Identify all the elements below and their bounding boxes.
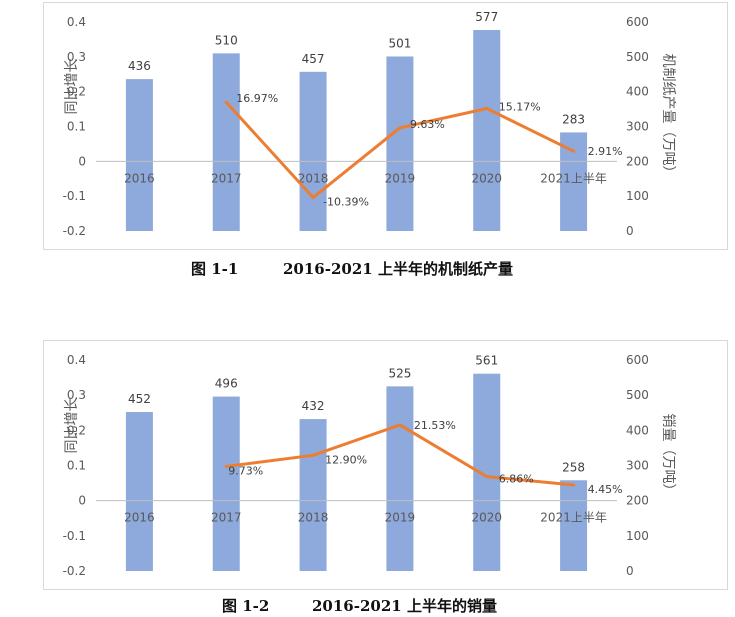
caption-number: 图 1-1 [191,260,239,278]
line-value-label: 6.86% [499,473,534,486]
bar-value-label: 577 [475,10,498,24]
line-value-label: 9.73% [228,464,263,477]
chart-frame [43,2,728,250]
bar-value-label: 496 [215,377,238,391]
bar-value-label: 457 [302,52,325,66]
category-label: 2021上半年 [540,511,607,525]
bar [299,71,327,231]
left-axis-title: 同比增长 [64,398,80,454]
line-point [572,483,576,487]
chart-panel-2: 0.4 0.3 0.2 0.1 0 -0.1 -0.2 600 500 400 300 200 100 0… [0,340,735,617]
line-value-label: 9.63% [410,118,445,131]
right-tick-label: 200 [626,494,649,508]
right-tick-label: 500 [626,50,649,64]
caption-title: 2016-2021 上半年的销量 [312,597,497,615]
category-label: 2021上半年 [540,171,607,185]
bar-value-label: 501 [388,36,411,50]
line-value-label: 2.91% [588,145,623,158]
left-tick-label: 0.4 [67,353,86,367]
bar [212,396,240,571]
right-tick-label: 300 [626,459,649,473]
line-point [485,475,489,479]
right-tick-label: 400 [626,85,649,99]
bar-value-label: 258 [562,460,585,474]
left-axis-title: 同比增长 [64,59,80,115]
line-point [224,100,228,104]
bar [299,419,327,571]
left-tick-label: 0.4 [67,15,86,29]
bar-value-label: 432 [302,399,325,413]
category-label: 2020 [471,511,502,525]
bar-value-label: 283 [562,112,585,126]
right-axis-title: 销量（万吨） [660,414,676,498]
bar [386,56,414,231]
left-tick-label: 0.3 [67,50,86,64]
right-tick-label: 200 [626,154,649,168]
bar [125,412,153,571]
line-point [224,464,228,468]
left-tick-label: -0.1 [63,529,86,543]
left-tick-label: -0.2 [63,564,86,578]
chart-2-svg: 0.4 0.3 0.2 0.1 0 -0.1 -0.2 600 500 400 300 200 100 0… [63,353,676,578]
line-point [485,106,489,110]
left-tick-label: -0.2 [63,224,86,238]
bar-value-label: 561 [475,354,498,368]
right-tick-label: 300 [626,120,649,134]
bar [473,30,501,231]
left-tick-label: 0 [78,494,86,508]
chart-panel-1: 0.4 0.3 0.2 0.1 0 -0.1 -0.2 600 500 400 300 200 100 0… [0,0,735,300]
left-tick-label: 0.2 [67,423,86,437]
category-label: 2019 [385,171,416,185]
line-point [398,423,402,427]
line-value-label: 21.53% [414,419,456,432]
left-tick-label: 0.1 [67,459,86,473]
line-point [398,126,402,130]
bar [560,132,588,231]
right-tick-label: 600 [626,353,649,367]
category-label: 2018 [298,511,329,525]
category-label: 2017 [211,171,242,185]
right-axis-title: 机制纸产量（万吨） [660,54,676,180]
left-tick-label: 0.2 [67,85,86,99]
left-tick-label: 0 [78,154,86,168]
right-tick-label: 0 [626,564,634,578]
category-label: 2020 [471,171,502,185]
line-value-label: 4.45% [588,483,623,496]
chart-frame [43,340,728,590]
bar-value-label: 436 [128,59,151,73]
line-value-label: -10.39% [323,196,369,209]
left-tick-label: 0.1 [67,120,86,134]
category-label: 2016 [124,511,155,525]
right-tick-label: 400 [626,423,649,437]
category-label: 2019 [385,511,416,525]
right-tick-label: 500 [626,388,649,402]
caption-number: 图 1-2 [222,597,270,615]
chart-1-svg: 0.4 0.3 0.2 0.1 0 -0.1 -0.2 600 500 400 300 200 100 0… [63,10,676,238]
line-value-label: 16.97% [236,92,278,105]
category-label: 2016 [124,171,155,185]
line-point [572,149,576,153]
right-tick-label: 100 [626,189,649,203]
left-tick-label: 0.3 [67,388,86,402]
category-label: 2018 [298,171,329,185]
caption-title: 2016-2021 上半年的机制纸产量 [283,260,513,278]
category-label: 2017 [211,511,242,525]
line-value-label: 15.17% [499,100,541,113]
bar [560,480,588,571]
bar-value-label: 510 [215,33,238,47]
bar-value-label: 452 [128,392,151,406]
right-tick-label: 0 [626,224,634,238]
right-tick-label: 600 [626,15,649,29]
line-value-label: 12.90% [325,453,367,466]
bar-value-label: 525 [388,366,411,380]
line-point [311,453,315,457]
bar [386,386,414,571]
left-tick-label: -0.1 [63,189,86,203]
bar [125,79,153,231]
line-point [311,196,315,200]
bar [212,53,240,231]
right-tick-label: 100 [626,529,649,543]
